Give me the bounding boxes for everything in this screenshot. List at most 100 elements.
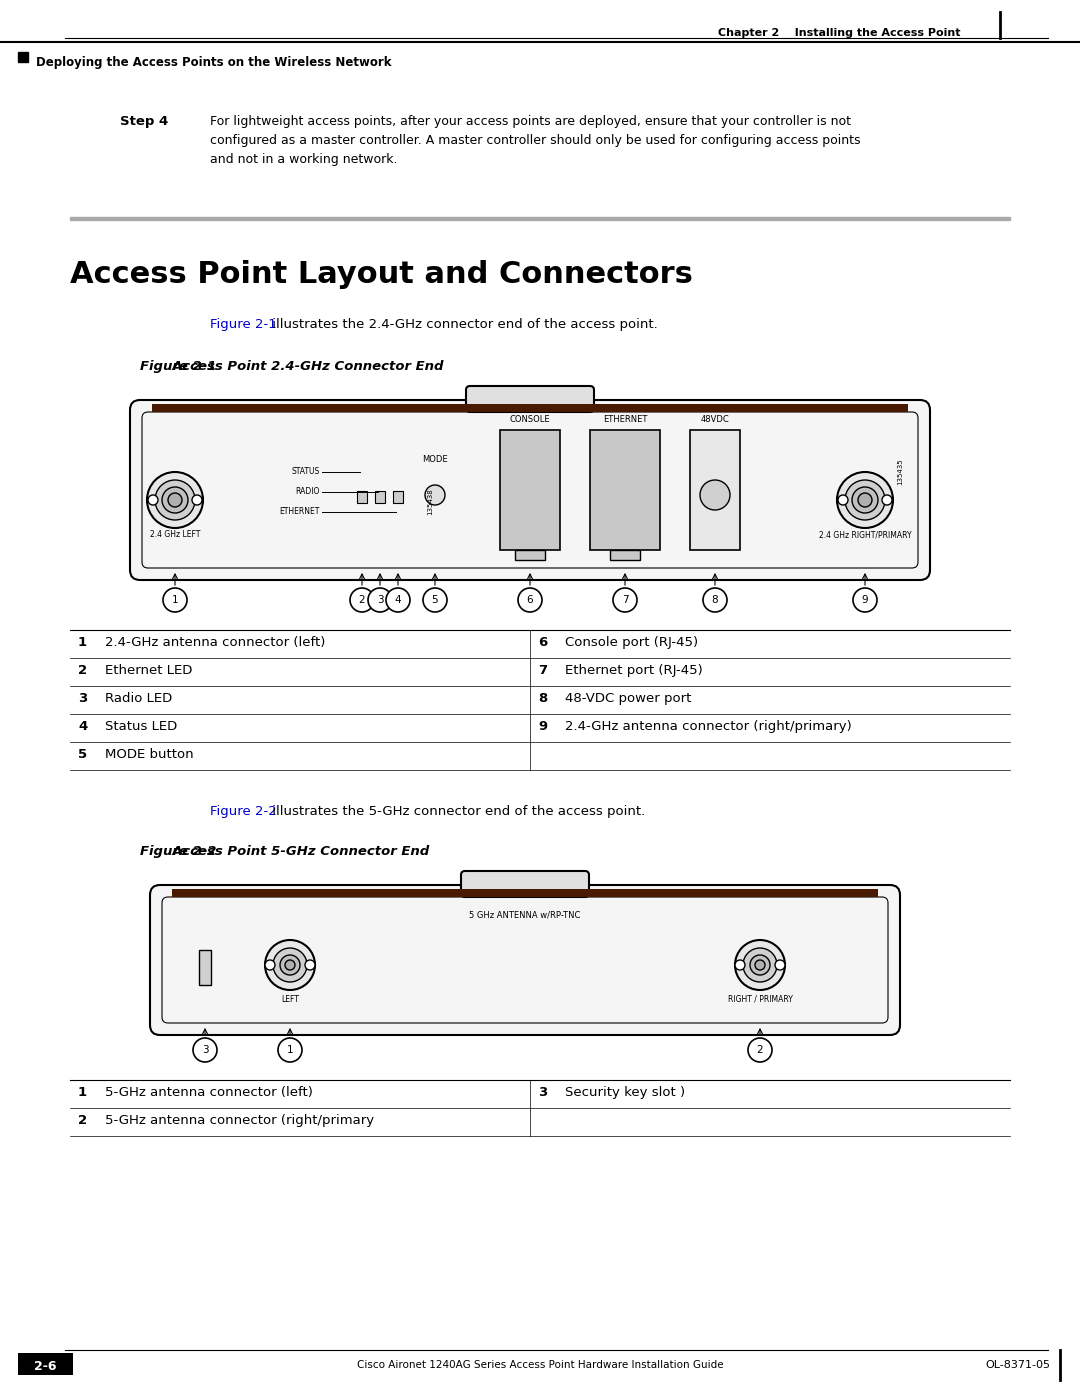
Bar bbox=[500, 430, 561, 550]
Circle shape bbox=[853, 588, 877, 612]
Text: RIGHT / PRIMARY: RIGHT / PRIMARY bbox=[728, 995, 793, 1004]
FancyBboxPatch shape bbox=[461, 870, 589, 897]
Text: 3: 3 bbox=[78, 692, 87, 705]
Text: 5-GHz antenna connector (right/primary: 5-GHz antenna connector (right/primary bbox=[105, 1113, 374, 1127]
Text: 5: 5 bbox=[432, 595, 438, 605]
Circle shape bbox=[775, 960, 785, 970]
Text: 3: 3 bbox=[202, 1045, 208, 1055]
Text: Deploying the Access Points on the Wireless Network: Deploying the Access Points on the Wirel… bbox=[36, 56, 391, 68]
Text: MODE: MODE bbox=[422, 455, 448, 464]
Circle shape bbox=[852, 488, 878, 513]
Text: Radio LED: Radio LED bbox=[105, 692, 172, 705]
Circle shape bbox=[613, 588, 637, 612]
Text: 2-6: 2-6 bbox=[33, 1361, 56, 1373]
Bar bbox=[515, 550, 545, 560]
Text: Ethernet port (RJ-45): Ethernet port (RJ-45) bbox=[565, 664, 703, 678]
Text: Figure 2-1: Figure 2-1 bbox=[210, 319, 276, 331]
Text: 135435: 135435 bbox=[897, 458, 903, 485]
Circle shape bbox=[162, 488, 188, 513]
Text: illustrates the 5-GHz connector end of the access point.: illustrates the 5-GHz connector end of t… bbox=[268, 805, 645, 819]
Text: 8: 8 bbox=[712, 595, 718, 605]
Text: 1: 1 bbox=[172, 595, 178, 605]
Circle shape bbox=[755, 960, 765, 970]
Text: 2: 2 bbox=[78, 664, 87, 678]
Text: 5-GHz antenna connector (left): 5-GHz antenna connector (left) bbox=[105, 1085, 313, 1099]
Text: Status LED: Status LED bbox=[105, 719, 177, 733]
Bar bbox=[172, 888, 878, 897]
Text: 3: 3 bbox=[538, 1085, 548, 1099]
Text: 2.4 GHz LEFT: 2.4 GHz LEFT bbox=[150, 529, 200, 539]
Text: 6: 6 bbox=[538, 636, 548, 650]
Circle shape bbox=[735, 940, 785, 990]
Circle shape bbox=[386, 588, 410, 612]
Circle shape bbox=[858, 493, 872, 507]
Text: 48-VDC power port: 48-VDC power port bbox=[565, 692, 691, 705]
Text: Access Point 2.4-GHz Connector End: Access Point 2.4-GHz Connector End bbox=[140, 360, 444, 373]
Circle shape bbox=[156, 481, 195, 520]
Bar bbox=[152, 404, 908, 412]
Text: 2.4-GHz antenna connector (right/primary): 2.4-GHz antenna connector (right/primary… bbox=[565, 719, 852, 733]
Bar bbox=[18, 52, 28, 61]
Circle shape bbox=[163, 588, 187, 612]
Bar bbox=[199, 950, 211, 985]
Circle shape bbox=[735, 960, 745, 970]
Text: 5: 5 bbox=[78, 747, 87, 761]
Text: 2: 2 bbox=[359, 595, 365, 605]
Bar bbox=[375, 490, 384, 503]
Circle shape bbox=[168, 493, 183, 507]
Text: 6: 6 bbox=[527, 595, 534, 605]
Text: 8: 8 bbox=[538, 692, 548, 705]
Text: 2: 2 bbox=[78, 1113, 87, 1127]
Text: 1: 1 bbox=[78, 1085, 87, 1099]
Text: Figure 2-2: Figure 2-2 bbox=[210, 805, 276, 819]
Circle shape bbox=[280, 956, 300, 975]
Text: Console port (RJ-45): Console port (RJ-45) bbox=[565, 636, 698, 650]
Circle shape bbox=[882, 495, 892, 504]
Circle shape bbox=[192, 495, 202, 504]
Text: STATUS: STATUS bbox=[292, 468, 320, 476]
Text: Access Point Layout and Connectors: Access Point Layout and Connectors bbox=[70, 260, 693, 289]
Circle shape bbox=[278, 1038, 302, 1062]
Circle shape bbox=[193, 1038, 217, 1062]
Circle shape bbox=[273, 949, 307, 982]
Bar bbox=[70, 217, 1010, 219]
Text: ETHERNET: ETHERNET bbox=[603, 415, 647, 425]
FancyBboxPatch shape bbox=[150, 886, 900, 1035]
Text: Access Point 5-GHz Connector End: Access Point 5-GHz Connector End bbox=[140, 845, 429, 858]
Text: For lightweight access points, after your access points are deployed, ensure tha: For lightweight access points, after you… bbox=[210, 115, 861, 166]
FancyBboxPatch shape bbox=[465, 386, 594, 412]
Circle shape bbox=[423, 588, 447, 612]
Text: Ethernet LED: Ethernet LED bbox=[105, 664, 192, 678]
Bar bbox=[18, 1354, 73, 1375]
Text: 5 GHz ANTENNA w/RP-TNC: 5 GHz ANTENNA w/RP-TNC bbox=[470, 909, 581, 919]
Text: Security key slot ): Security key slot ) bbox=[565, 1085, 685, 1099]
Circle shape bbox=[285, 960, 295, 970]
Circle shape bbox=[147, 472, 203, 528]
Circle shape bbox=[426, 485, 445, 504]
Circle shape bbox=[748, 1038, 772, 1062]
Text: 7: 7 bbox=[622, 595, 629, 605]
Circle shape bbox=[305, 960, 315, 970]
Text: 2: 2 bbox=[757, 1045, 764, 1055]
Circle shape bbox=[845, 481, 885, 520]
Circle shape bbox=[265, 940, 315, 990]
Text: Chapter 2    Installing the Access Point: Chapter 2 Installing the Access Point bbox=[717, 28, 960, 38]
Text: 7: 7 bbox=[538, 664, 548, 678]
Circle shape bbox=[148, 495, 158, 504]
Text: Step 4: Step 4 bbox=[120, 115, 168, 129]
Text: Figure 2-2: Figure 2-2 bbox=[140, 845, 216, 858]
Bar bbox=[690, 430, 740, 550]
Text: Figure 2-1: Figure 2-1 bbox=[140, 360, 216, 373]
Text: 2.4-GHz antenna connector (left): 2.4-GHz antenna connector (left) bbox=[105, 636, 325, 650]
Text: OL-8371-05: OL-8371-05 bbox=[985, 1361, 1050, 1370]
Circle shape bbox=[837, 472, 893, 528]
FancyBboxPatch shape bbox=[130, 400, 930, 580]
Circle shape bbox=[700, 481, 730, 510]
Circle shape bbox=[703, 588, 727, 612]
Bar bbox=[357, 490, 367, 503]
Text: illustrates the 2.4-GHz connector end of the access point.: illustrates the 2.4-GHz connector end of… bbox=[268, 319, 658, 331]
Text: RADIO: RADIO bbox=[296, 488, 320, 496]
Circle shape bbox=[265, 960, 275, 970]
Text: LEFT: LEFT bbox=[281, 995, 299, 1004]
Circle shape bbox=[750, 956, 770, 975]
